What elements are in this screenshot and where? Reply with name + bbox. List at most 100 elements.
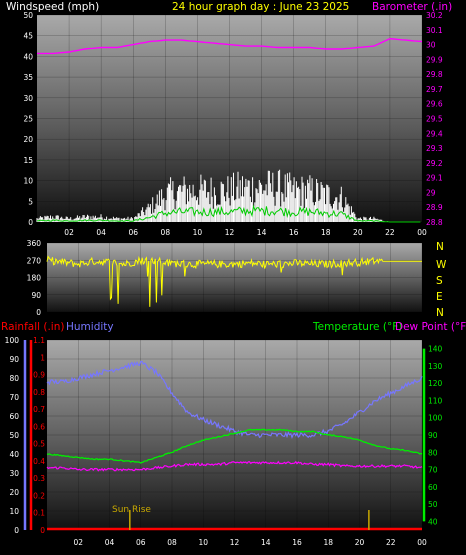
windspeed-axis-title: Windspeed (mph)	[6, 1, 99, 13]
wind-x-tick-label: 08	[161, 228, 171, 237]
temperature-x-tick-label: 06	[136, 538, 146, 547]
rainfall-tick-label: 1.1	[33, 336, 45, 345]
rainfall-tick-label: 0.1	[33, 509, 45, 518]
rainfall-tick-label: 0.7	[33, 405, 45, 414]
direction-tick-label: 0	[36, 308, 41, 317]
direction-tick-label: 180	[27, 274, 42, 283]
temperature-tick-label: 90	[428, 431, 438, 440]
wind-tick-label: 5	[28, 197, 33, 206]
temperature-line	[46, 428, 423, 464]
rainfall-tick-label: 0.5	[33, 440, 45, 449]
temperature-tick-label: 50	[428, 500, 438, 509]
temperature-tick-label: 70	[428, 466, 438, 475]
wind-x-tick-label: 20	[353, 228, 363, 237]
temperature-x-tick-label: 12	[230, 538, 240, 547]
temperature-plot-area	[47, 340, 422, 530]
temperature-axis-title: Temperature (°F)	[312, 321, 402, 333]
direction-tick-label: 90	[31, 291, 41, 300]
temperature-x-tick-label: 00	[417, 538, 427, 547]
temperature-x-tick-label: 18	[323, 538, 333, 547]
temperature-tick-label: 40	[428, 517, 438, 526]
temperature-tick-label: 80	[428, 448, 438, 457]
temperature-tick-label: 120	[428, 379, 443, 388]
rainfall-tick-label: 0.4	[33, 457, 45, 466]
humidity-tick-label: 20	[9, 488, 19, 497]
humidity-tick-label: 90	[9, 355, 19, 364]
direction-label-s: S	[436, 275, 443, 287]
rainfall-tick-label: 0.3	[33, 474, 45, 483]
rainfall-tick-label: 0.2	[33, 491, 45, 500]
barometer-tick-label: 30.2	[426, 11, 443, 20]
temperature-x-tick-label: 04	[105, 538, 115, 547]
humidity-line	[46, 360, 423, 439]
barometer-tick-label: 29.4	[426, 129, 443, 138]
dew-point-line	[46, 460, 423, 472]
wind-tick-label: 35	[23, 73, 33, 82]
temperature-tick-label: 130	[428, 362, 443, 371]
barometer-tick-label: 29.3	[426, 144, 443, 153]
temperature-x-tick-label: 10	[198, 538, 208, 547]
wind-direction-line	[46, 255, 423, 307]
wind-x-tick-label: 22	[385, 228, 395, 237]
wind-x-tick-label: 16	[289, 228, 299, 237]
wind-x-tick-label: 12	[225, 228, 235, 237]
temperature-tick-label: 110	[428, 396, 443, 405]
wind-tick-label: 45	[23, 32, 33, 41]
temperature-x-tick-label: 08	[167, 538, 177, 547]
rainfall-tick-label: 0.8	[33, 388, 45, 397]
barometer-tick-label: 29.6	[426, 100, 443, 109]
direction-label-n-top: N	[436, 241, 444, 253]
barometer-tick-label: 29.9	[426, 55, 443, 64]
rainfall-tick-label: 1	[40, 353, 45, 362]
humidity-axis-title: Humidity	[66, 321, 114, 333]
barometer-tick-label: 30	[426, 41, 436, 50]
wind-tick-label: 25	[23, 115, 33, 124]
wind-tick-label: 30	[23, 94, 33, 103]
temperature-x-tick-label: 22	[386, 538, 396, 547]
barometer-tick-label: 29.5	[426, 115, 443, 124]
graph-title: 24 hour graph day : June 23 2025	[172, 1, 349, 13]
humidity-tick-label: 10	[9, 507, 19, 516]
rainfall-tick-label: 0.6	[33, 422, 45, 431]
barometer-tick-label: 29.2	[426, 159, 443, 168]
wind-x-tick-label: 14	[257, 228, 267, 237]
wind-tick-label: 40	[23, 52, 33, 61]
wind-x-tick-label: 06	[128, 228, 138, 237]
barometer-tick-label: 29.7	[426, 85, 443, 94]
axes: 0510152025303540455028.828.92929.129.229…	[5, 11, 443, 547]
wind-x-tick-label: 10	[193, 228, 203, 237]
temperature-x-tick-label: 14	[261, 538, 271, 547]
wind-x-tick-label: 04	[96, 228, 106, 237]
windspeed-average-line	[36, 204, 421, 223]
barometer-line	[37, 37, 423, 55]
barometer-tick-label: 28.9	[426, 203, 443, 212]
wind-tick-label: 15	[23, 156, 33, 165]
barometer-axis-title: Barometer (.in)	[372, 1, 452, 13]
dew-point-axis-title: Dew Point (°F)	[395, 321, 466, 333]
wind-x-tick-label: 02	[64, 228, 74, 237]
direction-label-e: E	[436, 291, 443, 303]
humidity-tick-label: 80	[9, 374, 19, 383]
humidity-tick-label: 0	[14, 526, 19, 535]
direction-label-w: W	[436, 259, 447, 271]
direction-label-n-bottom: N	[436, 307, 444, 319]
sun-rise-label: Sun Rise	[112, 505, 151, 515]
humidity-tick-label: 50	[9, 431, 19, 440]
series-marks	[36, 37, 423, 531]
wind-x-tick-label: 18	[321, 228, 331, 237]
temperature-x-tick-label: 02	[73, 538, 83, 547]
wind-plot-area	[37, 15, 422, 222]
wind-tick-label: 10	[23, 177, 33, 186]
barometer-tick-label: 29	[426, 188, 436, 197]
wind-tick-label: 50	[23, 11, 33, 20]
barometer-tick-label: 29.8	[426, 70, 443, 79]
temperature-tick-label: 140	[428, 345, 443, 354]
direction-tick-label: 360	[27, 239, 42, 248]
barometer-tick-label: 29.1	[426, 174, 443, 183]
humidity-tick-label: 40	[9, 450, 19, 459]
wind-x-tick-label: 00	[417, 228, 427, 237]
rainfall-tick-label: 0	[40, 526, 45, 535]
temperature-tick-label: 60	[428, 483, 438, 492]
rainfall-tick-label: 0.9	[33, 371, 45, 380]
direction-tick-label: 270	[27, 256, 42, 265]
